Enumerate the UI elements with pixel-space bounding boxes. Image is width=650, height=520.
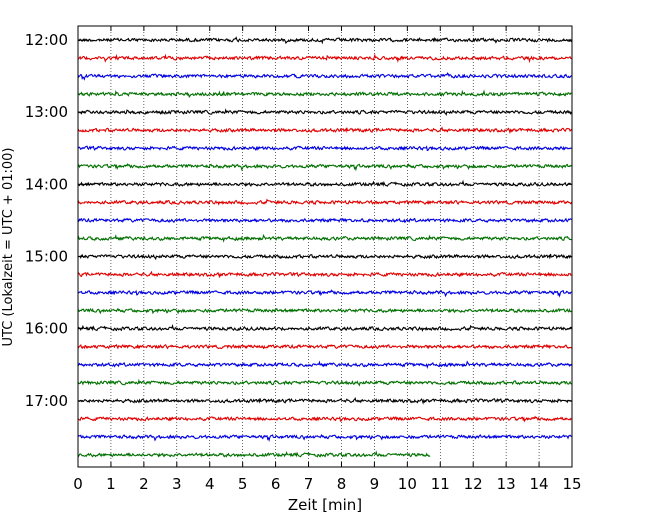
- y-axis-label: UTC (Lokalzeit = UTC + 01:00): [1, 148, 16, 347]
- x-tick-label: 14: [530, 475, 549, 493]
- trace-line: [77, 415, 572, 423]
- x-tick-label: 15: [562, 475, 581, 493]
- trace-line: [77, 307, 572, 315]
- trace-line: [77, 36, 572, 45]
- x-tick-label: 2: [139, 475, 149, 493]
- trace-line: [77, 323, 572, 333]
- x-tick-label: 12: [464, 475, 483, 493]
- trace-group: [77, 36, 572, 458]
- y-tick-label: 16:00: [25, 320, 68, 338]
- trace-line: [77, 198, 572, 206]
- x-tick-label: 0: [73, 475, 83, 493]
- trace-line: [77, 53, 572, 64]
- trace-line: [77, 270, 572, 279]
- x-axis-label: Zeit [min]: [288, 496, 362, 514]
- y-tick-label: 12:00: [25, 31, 68, 49]
- trace-line: [77, 217, 572, 224]
- x-tick-label: 13: [497, 475, 516, 493]
- trace-line: [77, 450, 431, 458]
- trace-line: [77, 179, 572, 188]
- trace-line: [77, 89, 572, 99]
- trace-line: [77, 108, 572, 116]
- trace-line: [77, 145, 572, 152]
- trace-line: [77, 378, 572, 387]
- y-axis: 12:00 13:00 14:00 15:00 16:00 17:00: [25, 31, 572, 410]
- trace-line: [77, 234, 572, 243]
- x-tick-label: 6: [271, 475, 281, 493]
- trace-line: [77, 396, 572, 405]
- trace-line: [77, 72, 572, 81]
- y-tick-label: 14:00: [25, 175, 68, 193]
- x-tick-label: 7: [304, 475, 314, 493]
- x-tick-label: 9: [370, 475, 380, 493]
- x-tick-label: 8: [337, 475, 347, 493]
- plot-frame: [77, 25, 573, 468]
- x-tick-label: 10: [398, 475, 417, 493]
- y-tick-label: 15:00: [25, 247, 68, 265]
- x-tick-label: 3: [172, 475, 182, 493]
- x-tick-label: 11: [431, 475, 450, 493]
- x-tick-label: 4: [205, 475, 215, 493]
- trace-line: [77, 253, 572, 261]
- trace-line: [77, 343, 572, 350]
- y-tick-label: 13:00: [25, 103, 68, 121]
- y-tick-label: 17:00: [25, 392, 68, 410]
- x-tick-label: 5: [238, 475, 248, 493]
- trace-line: [77, 126, 572, 135]
- x-tick-label: 1: [106, 475, 116, 493]
- trace-line: [77, 360, 572, 370]
- trace-line: [77, 163, 572, 172]
- trace-line: [77, 433, 572, 443]
- trace-line: [77, 289, 572, 298]
- x-axis: 0 1 2 3 4 5 6 7 8 9 10 11 12 13 14 15: [73, 26, 582, 493]
